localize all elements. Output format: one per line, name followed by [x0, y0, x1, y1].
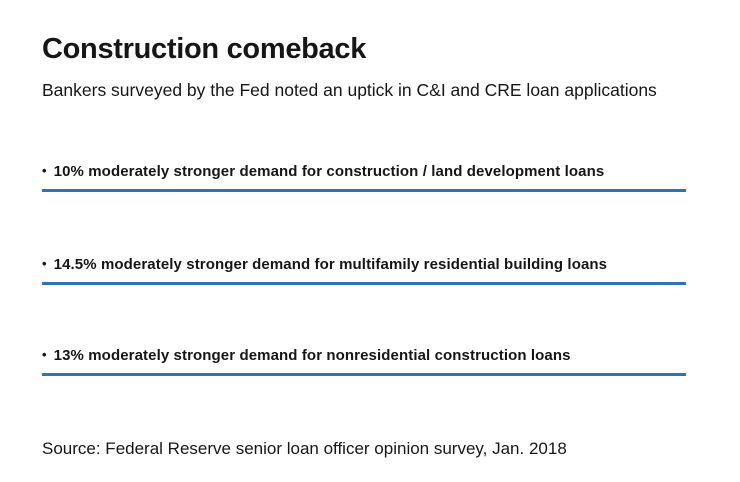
stat-item-multifamily-residential: • 14.5% moderately stronger demand for mu… [42, 256, 686, 285]
page-subtitle: Bankers surveyed by the Fed noted an upt… [42, 80, 657, 100]
bullet-icon: • [42, 347, 47, 362]
page-title: Construction comeback [42, 33, 367, 65]
bullet-icon: • [42, 256, 47, 271]
stat-text: 10% moderately stronger demand for const… [53, 163, 605, 180]
bullet-icon: • [42, 163, 47, 178]
stat-item-nonresidential-construction: • 13% moderately stronger demand for nonr… [42, 347, 686, 376]
stat-text: 14.5% moderately stronger demand for mul… [53, 256, 608, 273]
stat-text: 13% moderately stronger demand for nonre… [53, 347, 571, 364]
stat-item-construction-land-development: • 10% moderately stronger demand for cons… [42, 163, 686, 192]
source-line: Source: Federal Reserve senior loan offi… [42, 439, 567, 458]
